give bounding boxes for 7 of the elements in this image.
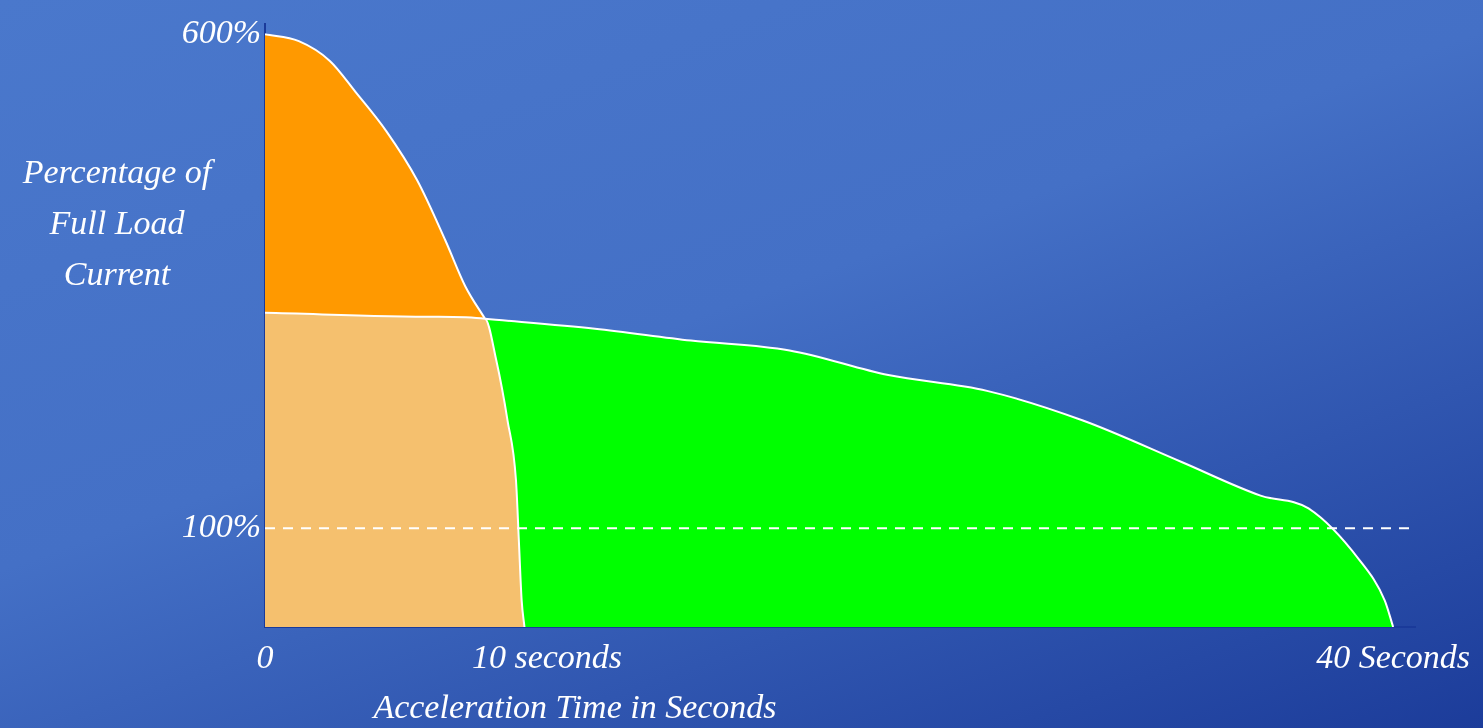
x-axis-title: Acceleration Time in Seconds xyxy=(371,687,777,725)
x-tick-label: 0 xyxy=(256,638,274,676)
y-axis-title: Percentage of Full Load Current xyxy=(21,152,216,292)
y-tick-label: 100% xyxy=(181,507,261,545)
y-tick-label: 600% xyxy=(181,13,261,51)
x-tick-label: 40 Seconds xyxy=(1316,638,1471,676)
x-tick-label: 10 seconds xyxy=(471,638,623,676)
